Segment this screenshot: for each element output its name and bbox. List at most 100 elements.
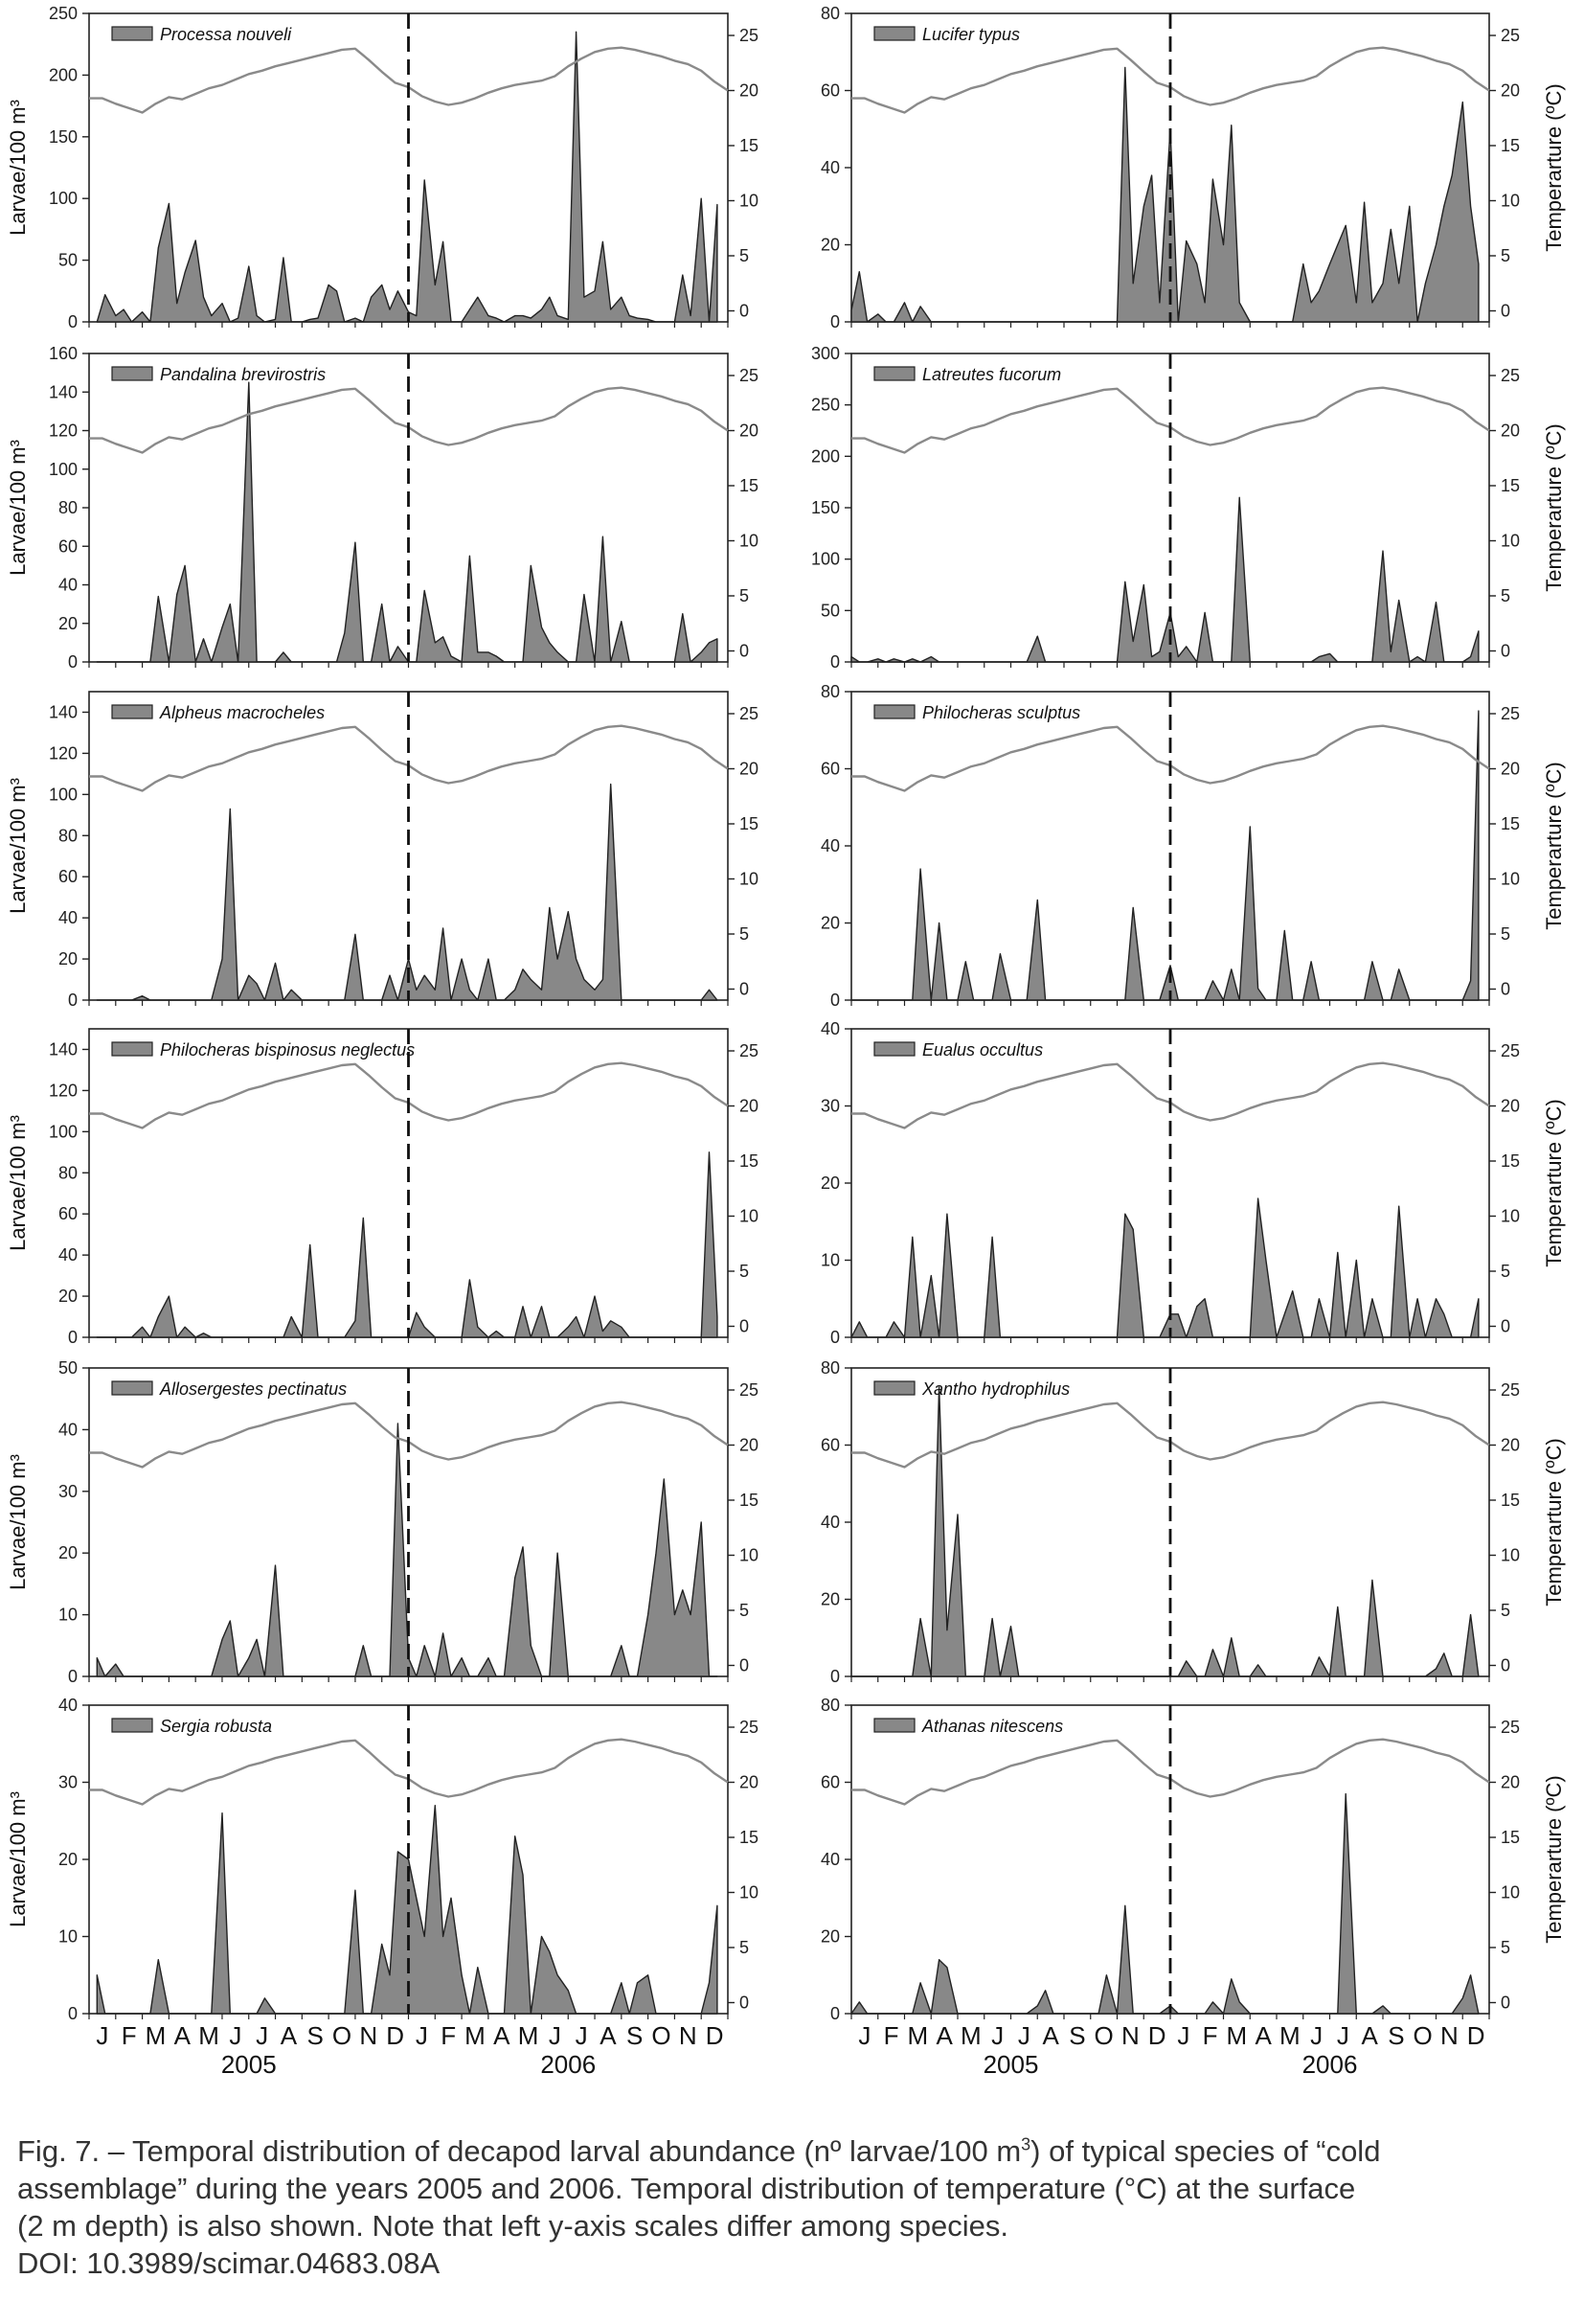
left-axis-tick-label: 30: [821, 1097, 840, 1116]
larvae-area-series: [96, 381, 718, 663]
temperature-line: [89, 1401, 729, 1469]
right-axis-tick-label: 25: [1501, 366, 1520, 385]
legend-label: Pandalina brevirostris: [160, 365, 326, 384]
legend-swatch: [873, 26, 916, 41]
right-axis-tick-label: 20: [1501, 1773, 1520, 1792]
temperature-line: [851, 1061, 1490, 1129]
left-axis-tick-label: 80: [58, 498, 78, 517]
right-axis-title: Temperarture (ºC): [1542, 1438, 1566, 1606]
right-axis-tick-label: 5: [739, 1938, 749, 1957]
temperature-line: [89, 386, 729, 454]
right-axis-tick-label: 5: [1501, 1262, 1510, 1281]
month-label: A: [174, 2021, 192, 2050]
left-axis-tick-label: 40: [58, 908, 78, 927]
left-axis-tick-label: 60: [821, 81, 840, 101]
legend-label: Sergia robusta: [160, 1717, 272, 1736]
left-axis-tick-label: 120: [49, 1081, 78, 1100]
left-axis-tick-label: 20: [58, 1543, 78, 1562]
left-axis-tick-label: 60: [58, 1204, 78, 1223]
legend-swatch: [873, 704, 916, 719]
month-label: A: [600, 2021, 617, 2050]
left-axis-tick-label: 0: [68, 1667, 78, 1686]
left-axis-tick-label: 20: [58, 949, 78, 968]
left-axis-tick-label: 30: [58, 1773, 78, 1792]
year-label: 2006: [1302, 2050, 1358, 2079]
month-label: F: [122, 2021, 137, 2050]
month-label: J: [1310, 2021, 1323, 2050]
larvae-area-series: [850, 1197, 1480, 1338]
right-axis-tick-label: 10: [1501, 1883, 1520, 1902]
month-label: N: [1440, 2021, 1459, 2050]
month-label: F: [884, 2021, 899, 2050]
caption-doi: DOI: 10.3989/scimar.04683.08A: [17, 2246, 441, 2280]
month-label: J: [858, 2021, 871, 2050]
left-axis-tick-label: 0: [68, 652, 78, 672]
right-axis-tick-label: 20: [1501, 422, 1520, 441]
larvae-area-series: [850, 710, 1480, 1001]
panel-left-5: 0 10 20 30 40 50 0 5 10 15 20 25 Allosergestes pecti…: [6, 1358, 758, 1686]
right-axis-tick-label: 0: [739, 980, 749, 999]
right-axis-tick-label: 20: [1501, 1436, 1520, 1455]
right-axis-tick-label: 0: [739, 302, 749, 321]
right-axis-tick-label: 15: [1501, 1491, 1520, 1510]
left-axis-tick-label: 300: [811, 344, 840, 363]
left-axis-tick-label: 10: [58, 1927, 78, 1947]
legend-swatch: [111, 1718, 153, 1733]
left-axis-title: Larvae/100 m³: [6, 778, 30, 914]
right-axis-tick-label: 25: [739, 366, 758, 385]
month-label: J: [1337, 2021, 1349, 2050]
temperature-line: [89, 46, 729, 114]
legend-label: Allosergestes pectinatus: [159, 1379, 347, 1399]
right-axis-tick-label: 10: [739, 1207, 758, 1226]
right-axis-tick-label: 5: [739, 1262, 749, 1281]
month-label: M: [1279, 2021, 1301, 2050]
left-axis-tick-label: 60: [58, 536, 78, 556]
month-label: N: [359, 2021, 377, 2050]
right-axis-tick-label: 20: [1501, 760, 1520, 779]
left-axis-tick-label: 100: [49, 785, 78, 804]
right-axis-tick-label: 10: [1501, 192, 1520, 211]
right-axis-tick-label: 25: [739, 1041, 758, 1060]
left-axis-tick-label: 100: [49, 460, 78, 479]
left-axis-tick-label: 160: [49, 344, 78, 363]
right-axis-tick-label: 15: [1501, 1151, 1520, 1171]
month-label: S: [1388, 2021, 1404, 2050]
temperature-line: [89, 1738, 729, 1806]
legend-label: Philocheras bispinosus neglectus: [160, 1040, 415, 1059]
month-label: J: [549, 2021, 561, 2050]
right-axis-tick-label: 10: [739, 532, 758, 551]
month-label: J: [1018, 2021, 1030, 2050]
month-label: N: [1121, 2021, 1140, 2050]
right-axis-tick-label: 15: [739, 814, 758, 833]
left-axis-tick-label: 20: [821, 1173, 840, 1193]
month-label: M: [464, 2021, 486, 2050]
left-axis-tick-label: 20: [821, 1590, 840, 1609]
right-axis-tick-label: 15: [739, 1828, 758, 1847]
panel-right-2: 0 50 100 150 200 250 300 0 5 10 15 20 25 Latreutes fu…: [811, 344, 1566, 672]
left-axis-tick-label: 40: [58, 576, 78, 595]
right-axis-tick-label: 25: [1501, 1041, 1520, 1060]
caption-line-1: Fig. 7. – Temporal distribution of decap…: [17, 2134, 1381, 2168]
right-axis-tick-label: 20: [739, 760, 758, 779]
right-axis-tick-label: 5: [739, 924, 749, 944]
left-axis-tick-label: 80: [58, 1163, 78, 1182]
figure-caption: Fig. 7. – Temporal distribution of decap…: [17, 2132, 1550, 2282]
right-axis-tick-label: 5: [1501, 1601, 1510, 1620]
right-axis-tick-label: 5: [1501, 586, 1510, 605]
panel-right-5: 0 20 40 60 80 0 5 10 15 20 25 Xantho hydrophilus Tem…: [821, 1358, 1566, 1686]
right-axis-tick-label: 20: [739, 422, 758, 441]
right-axis-tick-label: 0: [739, 1994, 749, 2013]
left-axis-tick-label: 60: [821, 1436, 840, 1455]
month-label: J: [416, 2021, 428, 2050]
left-axis-title: Larvae/100 m³: [6, 100, 30, 236]
left-axis-tick-label: 40: [821, 1019, 840, 1038]
larvae-area-series: [96, 31, 718, 323]
month-label: O: [1414, 2021, 1433, 2050]
left-axis-tick-label: 30: [58, 1482, 78, 1501]
left-axis-tick-label: 200: [49, 65, 78, 84]
caption-line-3: (2 m depth) is also shown. Note that lef…: [17, 2209, 1008, 2243]
right-axis-tick-label: 25: [739, 26, 758, 45]
month-label: F: [441, 2021, 456, 2050]
right-axis-tick-label: 0: [1501, 980, 1510, 999]
legend-swatch: [111, 1041, 153, 1057]
